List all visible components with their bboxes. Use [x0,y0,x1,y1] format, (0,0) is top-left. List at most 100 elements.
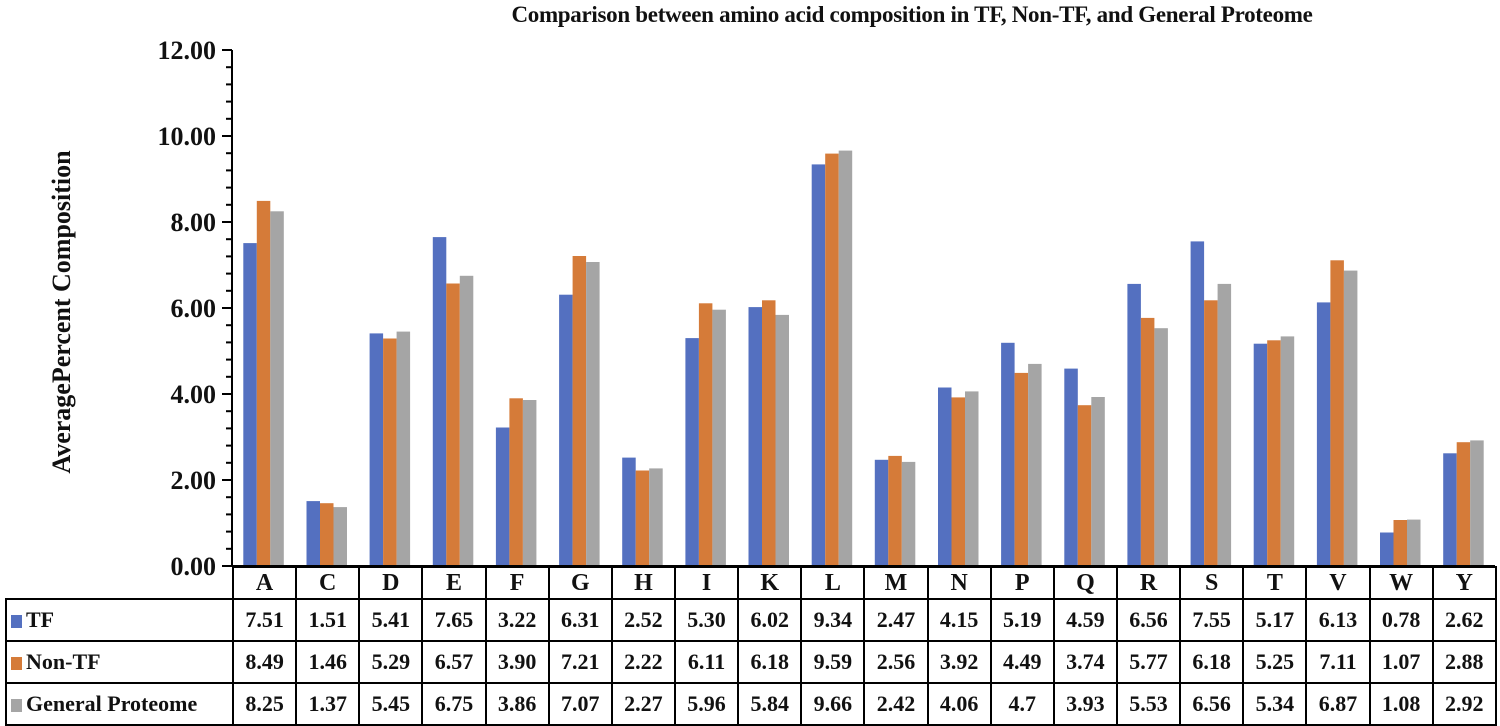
bar-D-non-tf [383,338,397,566]
table-cell: 5.19 [989,598,1055,642]
table-cell: 6.18 [737,640,803,684]
table-cell: 8.49 [231,640,298,684]
bar-H-non-tf [635,470,650,566]
x-category-label: L [800,566,866,600]
table-cell: 2.88 [1431,640,1497,684]
table-cell: 1.07 [1368,640,1434,684]
table-cell: 6.56 [1179,682,1245,726]
table-cell: 7.11 [1305,640,1371,684]
x-category-label: Y [1431,566,1497,600]
table-cell: 5.53 [1115,682,1182,726]
x-category-label: D [358,566,424,600]
x-category-label: P [989,566,1055,600]
table-cell: 3.74 [1052,640,1118,684]
bar-M-general-proteome [901,461,916,566]
table-cell: 9.59 [800,640,866,684]
legend-label: General Proteome [26,691,198,716]
table-cell: 7.55 [1179,598,1245,642]
x-category-label: Q [1052,566,1118,600]
bar-R-tf [1127,283,1141,566]
bar-L-non-tf [825,153,839,566]
bar-N-general-proteome [965,391,979,566]
legend-swatch-icon [11,615,22,628]
table-cell: 6.57 [421,640,487,684]
table-cell: 3.22 [484,598,550,642]
bar-F-tf [495,427,510,566]
table-cell: 1.37 [295,682,361,726]
bar-T-tf [1253,343,1268,566]
table-cell: 9.34 [800,598,866,642]
bar-F-non-tf [509,398,523,566]
bar-H-general-proteome [649,468,663,566]
bar-R-general-proteome [1154,328,1168,566]
legend-label: Non-TF [26,649,101,674]
bar-N-tf [938,387,952,566]
bar-G-general-proteome [586,262,600,566]
table-cell: 5.34 [1242,682,1308,726]
bar-W-general-proteome [1407,519,1421,566]
table-cell: 5.96 [673,682,740,726]
table-row: General Proteome 8.25 1.37 5.45 6.75 3.86 7.07… [5,682,1497,726]
table-cell: 5.41 [358,598,424,642]
bar-S-general-proteome [1217,283,1232,566]
bar-P-non-tf [1014,372,1029,566]
bar-R-non-tf [1140,317,1155,566]
bar-H-tf [622,457,636,566]
bar-K-tf [748,307,762,566]
table-row: TF 7.51 1.51 5.41 7.65 3.22 6.31 2.52 5.30 6.02 9.… [5,598,1497,642]
table-cell: 4.7 [989,682,1055,726]
bar-Y-non-tf [1456,442,1471,566]
bar-G-non-tf [572,256,587,566]
table-cell: 1.46 [295,640,361,684]
table-cell: 5.77 [1115,640,1182,684]
table-cell: 2.27 [610,682,676,726]
bar-Q-general-proteome [1091,397,1105,566]
bar-C-non-tf [320,503,334,566]
table-cell: 2.47 [863,598,929,642]
bar-P-tf [1001,342,1015,566]
bar-E-general-proteome [459,275,474,567]
bar-C-tf [306,501,320,566]
y-tick-label: 8.00 [171,208,217,237]
table-cell: 7.07 [547,682,613,726]
legend-entry: TF [5,598,234,642]
bar-K-non-tf [762,300,776,566]
bar-T-general-proteome [1280,336,1295,566]
y-tick-label: 10.00 [158,122,217,151]
table-row: Non-TF 8.49 1.46 5.29 6.57 3.90 7.21 2.22 6.11 6.… [5,640,1497,684]
chart-title: Comparison between amino acid compositio… [511,2,1313,27]
y-tick-label: 4.00 [171,380,217,409]
y-tick-label: 2.00 [171,466,217,495]
bar-Q-tf [1064,368,1078,566]
x-category-label: F [484,566,550,600]
legend-swatch-icon [11,699,22,712]
bar-F-general-proteome [522,400,537,566]
bar-E-non-tf [446,283,460,566]
table-cell: 6.02 [737,598,803,642]
x-category-label: V [1305,566,1371,600]
table-cell: 0.78 [1368,598,1434,642]
table-cell: 5.30 [673,598,740,642]
table-cell: 2.52 [610,598,676,642]
x-category-label: E [421,566,487,600]
bar-L-general-proteome [838,150,853,566]
bar-W-non-tf [1393,520,1407,566]
table-cell: 2.56 [863,640,929,684]
table-cell: 6.87 [1305,682,1371,726]
table-cell: 4.59 [1052,598,1118,642]
bar-I-general-proteome [712,309,726,566]
table-cell: 3.86 [484,682,550,726]
table-cell: 4.06 [926,682,992,726]
x-category-label: S [1179,566,1245,600]
bar-Q-non-tf [1077,405,1092,566]
table-cell: 2.62 [1431,598,1497,642]
data-table: A C D E F G H I K L M N P Q R S T V W Y TF 7.51 1.51 5.41 7.65 3.… [5,566,1497,726]
table-cell: 9.66 [800,682,866,726]
bar-C-general-proteome [333,507,347,566]
bar-W-tf [1380,532,1394,566]
table-cell: 8.25 [231,682,298,726]
x-category-label: I [673,566,740,600]
table-cell: 1.51 [295,598,361,642]
x-category-label: R [1115,566,1182,600]
table-cell: 7.51 [231,598,298,642]
